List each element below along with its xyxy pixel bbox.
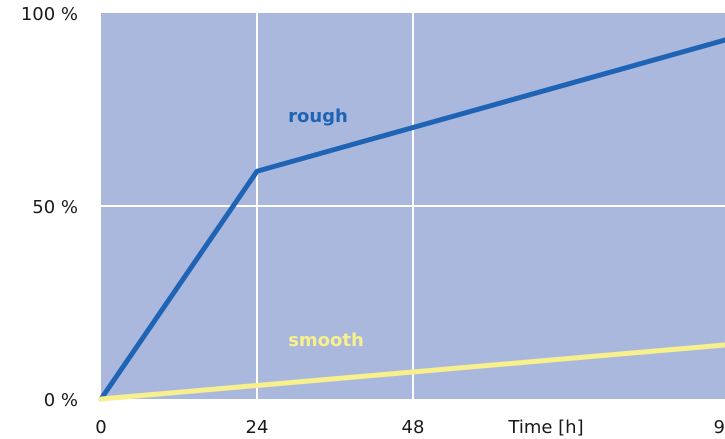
x-axis-label: Time [h] [507, 417, 583, 438]
series-label-rough: rough [288, 106, 348, 127]
y-tick-label-0: 0 % [44, 390, 78, 411]
y-tick-label-50: 50 % [32, 197, 78, 218]
y-tick-label-100: 100 % [21, 4, 78, 25]
x-tick-label-48: 48 [402, 417, 425, 438]
series-line-rough [98, 37, 725, 402]
x-tick-label-0: 0 [95, 417, 106, 438]
series-lines [98, 37, 725, 402]
x-tick-label-24: 24 [246, 417, 269, 438]
series-line-smooth [98, 342, 725, 402]
grid-lines [101, 13, 725, 399]
tick-labels: 0 24 48 96 0 % 50 % 100 % [21, 4, 725, 438]
series-label-smooth: smooth [288, 330, 364, 351]
x-tick-label-96: 96 [714, 417, 725, 438]
